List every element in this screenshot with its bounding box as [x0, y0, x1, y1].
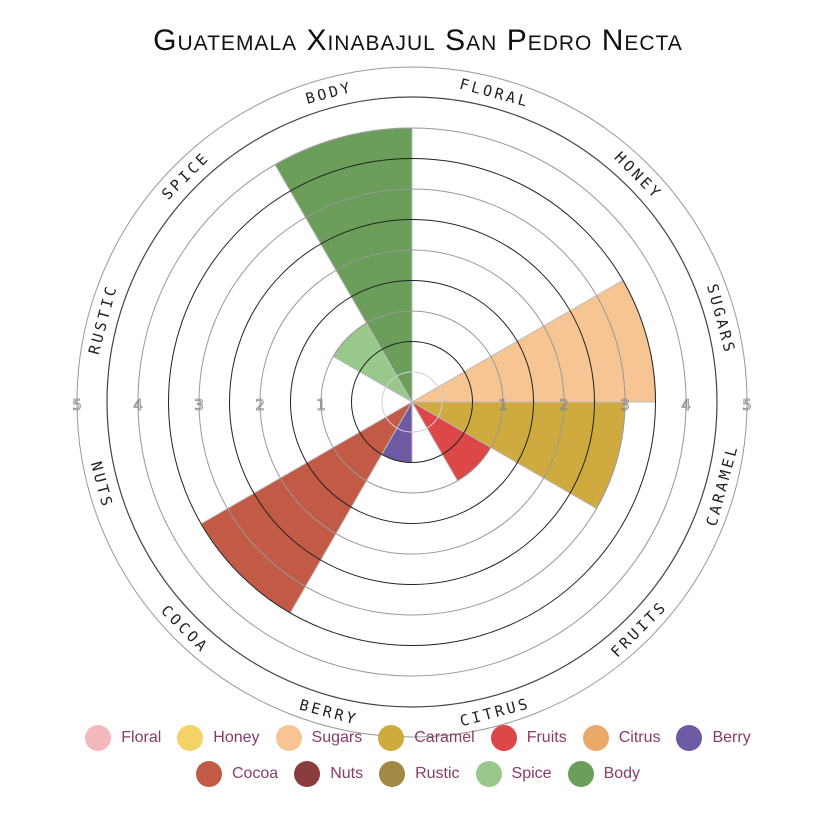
legend-row: Floral Honey Sugars Caramel Fruits Citrus Berr… [0, 720, 836, 756]
category-label-rustic: RUSTIC [85, 282, 121, 356]
radial-tick-label: 2 [255, 396, 265, 414]
grid-ring [137, 127, 687, 677]
category-label-spice: SPICE [158, 148, 213, 203]
legend-swatch [379, 761, 406, 787]
legend-swatch [475, 761, 502, 787]
legend-label: Honey [213, 729, 260, 746]
grid-ring [76, 66, 748, 738]
legend: Floral Honey Sugars Caramel Fruits Citrus Berr… [0, 720, 836, 792]
grid-ring [259, 249, 565, 555]
radial-tick-label: 4 [681, 396, 691, 414]
category-label-fruits: FRUITS [607, 597, 671, 661]
legend-label: Floral [121, 729, 162, 746]
radial-tick-label: 3 [194, 396, 204, 414]
radial-tick-label: 2 [559, 396, 569, 414]
legend-swatch [378, 725, 405, 751]
legend-label: Citrus [618, 729, 661, 746]
radial-tick-label: 3 [620, 396, 630, 414]
legend-label: Body [603, 765, 641, 782]
category-label-sugars: SUGARS [703, 282, 739, 356]
legend-label: Rustic [415, 765, 460, 782]
bars-layer [200, 127, 657, 614]
bar-sugars [410, 279, 657, 403]
legend-item-cocoa: Cocoa [195, 761, 279, 787]
legend-item-floral: Floral [85, 725, 161, 751]
chart-title: Guatemala Xinabajul San Pedro Necta [153, 24, 683, 57]
legend-item-fruits: Fruits [490, 725, 567, 751]
grid-ring [198, 188, 626, 616]
legend-item-body: Body [567, 761, 641, 787]
legend-label: Caramel [414, 729, 475, 746]
grid-ring [290, 280, 534, 524]
legend-swatch [294, 761, 321, 787]
rings-layer [76, 66, 748, 738]
legend-label: Sugars [311, 729, 363, 746]
legend-swatch [567, 761, 594, 787]
grid-ring [351, 341, 473, 463]
legend-label: Nuts [330, 765, 364, 782]
grid-ring [320, 310, 504, 494]
radial-tick-label: 5 [742, 396, 752, 414]
legend-swatch [177, 725, 204, 751]
category-label-caramel: CARAMEL [703, 442, 742, 528]
legend-label: Spice [511, 765, 552, 782]
inner-ring [381, 371, 443, 433]
legend-item-rustic: Rustic [379, 761, 460, 787]
legend-label: Cocoa [231, 765, 279, 782]
legend-row: Cocoa Nuts Rustic Spice Body [0, 756, 836, 792]
legend-swatch [85, 725, 112, 751]
legend-item-honey: Honey [177, 725, 260, 751]
grid-ring [168, 158, 656, 646]
radial-tick-label: 1 [498, 396, 508, 414]
legend-swatch [582, 725, 609, 751]
legend-item-nuts: Nuts [294, 761, 363, 787]
legend-item-berry: Berry [676, 725, 751, 751]
legend-item-sugars: Sugars [275, 725, 363, 751]
legend-swatch [275, 725, 302, 751]
radial-tick-label: 5 [72, 396, 82, 414]
radial-tick-label: 4 [133, 396, 143, 414]
legend-swatch [676, 725, 703, 751]
radial-tick-label: 1 [316, 396, 326, 414]
legend-item-caramel: Caramel [378, 725, 475, 751]
outer-ring [106, 96, 718, 708]
legend-swatch [490, 725, 517, 751]
category-label-floral: FLORAL [458, 75, 532, 111]
category-label-nuts: NUTS [87, 460, 117, 511]
legend-item-citrus: Citrus [582, 725, 661, 751]
legend-label: Berry [712, 729, 751, 746]
grid-ring [229, 219, 595, 585]
category-label-honey: HONEY [611, 148, 666, 203]
legend-label: Fruits [526, 729, 567, 746]
legend-item-spice: Spice [475, 761, 552, 787]
ticks-layer: 1 1 2 2 3 3 4 4 5 5 [72, 396, 752, 415]
legend-swatch [195, 761, 222, 787]
